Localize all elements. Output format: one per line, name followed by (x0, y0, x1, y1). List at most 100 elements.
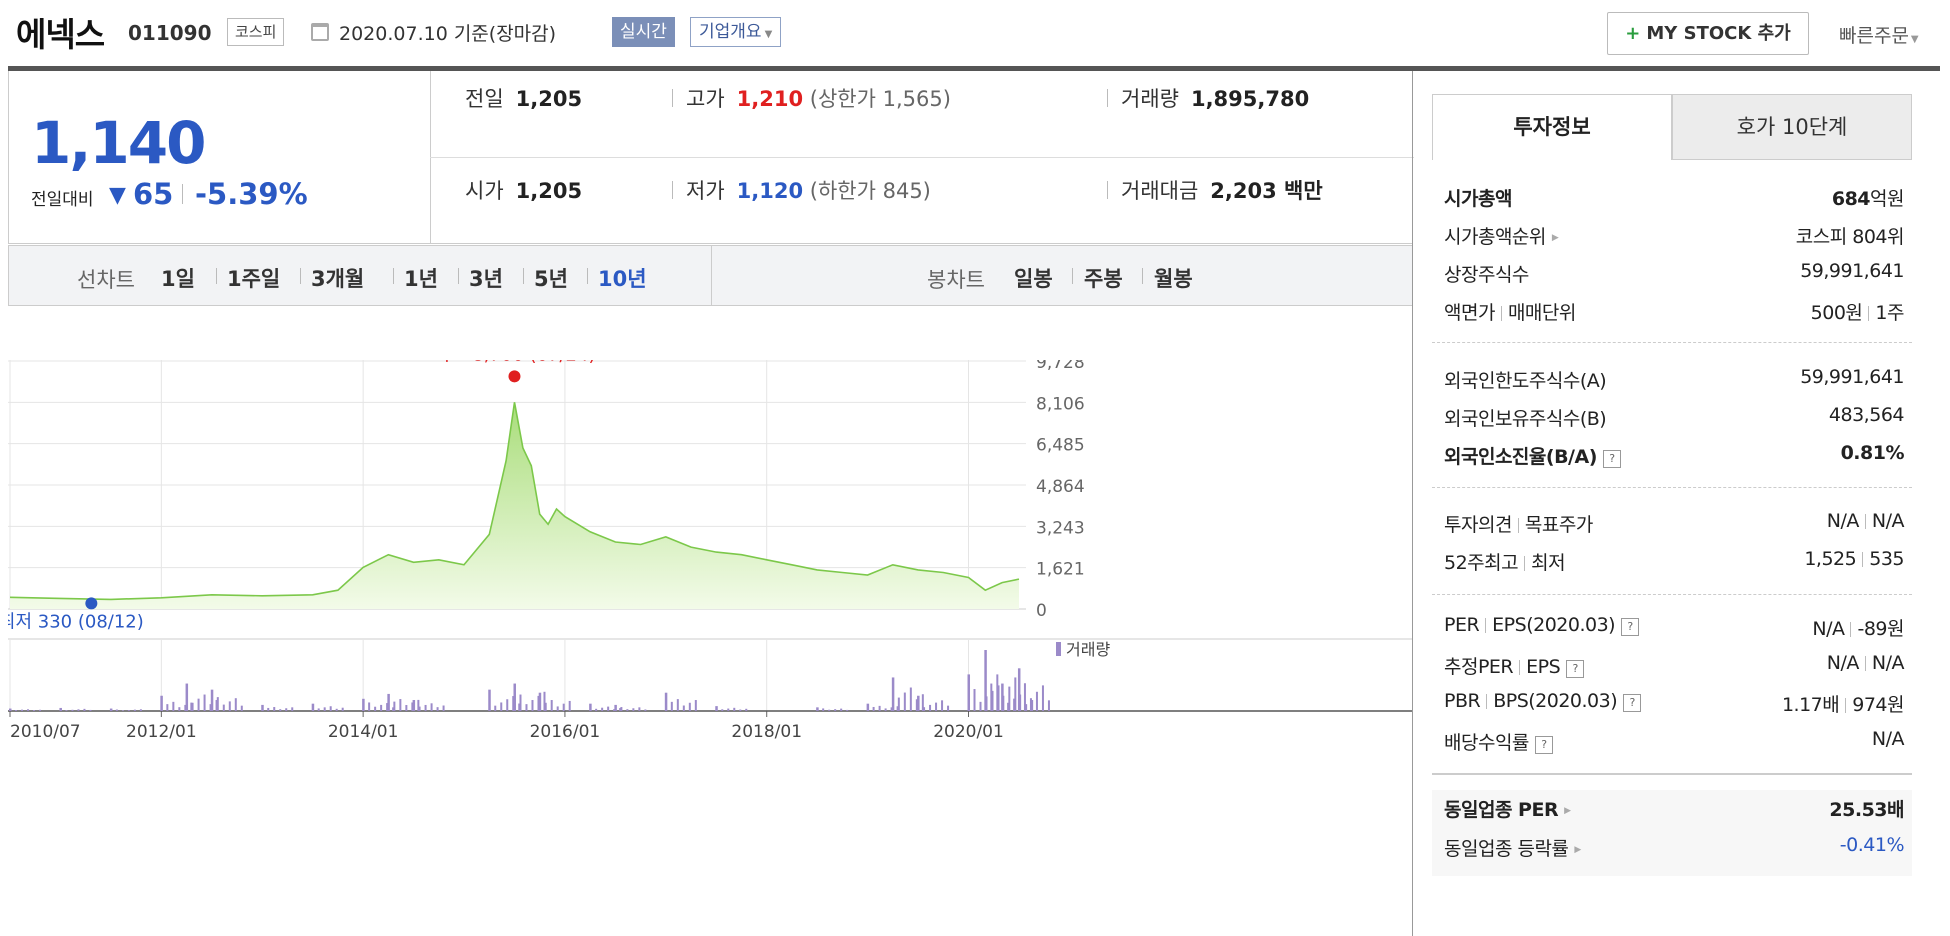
opinion-value: N/A (1826, 510, 1860, 532)
foreign-hold-value: 483,564 (1828, 404, 1905, 426)
tab-weekly-candle[interactable]: 주봉 (1084, 267, 1123, 291)
shares-row: 상장주식수 59,991,641 (1444, 258, 1904, 288)
volume-bar (228, 701, 231, 711)
per-labels: PER EPS(2020.03)? (1444, 614, 1640, 636)
volume-bar (866, 703, 870, 711)
volume-bar (834, 709, 837, 711)
divider (1864, 514, 1866, 529)
company-overview-dropdown[interactable]: 기업개요 ▼ (690, 17, 782, 47)
y-tick-label: 4,864 (1036, 477, 1085, 497)
volume-bar (664, 692, 668, 711)
volume-bar (840, 708, 843, 711)
cap-rank-value: 코스피 804위 (1795, 226, 1905, 248)
foreign-limit-label: 외국인한도주식수(A) (1444, 370, 1607, 392)
volume-bar (979, 701, 982, 711)
divider (1850, 622, 1852, 637)
volume-bar (139, 709, 142, 711)
volume-bar (203, 694, 206, 711)
high-marker (508, 370, 521, 383)
tab-3month[interactable]: 3개월 (311, 267, 365, 291)
tab-5year[interactable]: 5년 (534, 267, 568, 291)
industry-change-row[interactable]: 동일업종 등락률 ▶ -0.41% (1444, 832, 1905, 862)
volume-bar (996, 674, 999, 711)
volume-bar (234, 698, 237, 711)
volume-bar (59, 707, 62, 711)
volume-bar (329, 706, 332, 711)
volume-bar (430, 703, 433, 711)
realtime-button[interactable]: 실시간 (612, 17, 675, 47)
tab-monthly-candle[interactable]: 월봉 (1154, 267, 1193, 291)
open-value: 1,205 (515, 179, 583, 203)
volume-bar (323, 707, 326, 711)
foreign-ratio-row: 외국인소진율(B/A)? 0.81% (1444, 440, 1905, 470)
dividend-label-wrap: 배당수익률? (1444, 728, 1553, 755)
volume-bar (538, 692, 542, 711)
shares-label: 상장주식수 (1444, 264, 1529, 286)
volume-bar (537, 695, 540, 711)
cap-rank-row[interactable]: 시가총액순위 ▶ 코스피 804위 (1444, 220, 1905, 250)
volume-bar (341, 707, 344, 711)
help-icon[interactable]: ? (1602, 450, 1621, 468)
eps-label: EPS(2020.03) (1492, 614, 1616, 636)
help-icon[interactable]: ? (1566, 660, 1585, 678)
x-tick-label: 2010/07 (10, 722, 81, 742)
tab-daily-candle[interactable]: 일봉 (1014, 267, 1053, 291)
divider (1107, 181, 1108, 199)
volume-bar (531, 700, 534, 711)
price-chart[interactable]: 9,728 8,106 6,485 4,864 3,243 1,621 0 2010/07 20… (0, 344, 1413, 936)
tab-10year[interactable]: 10년 (598, 267, 647, 291)
volume-bar (488, 689, 491, 711)
tab-orderbook-10[interactable]: 호가 10단계 (1672, 94, 1912, 160)
volume-bar (733, 707, 736, 711)
industry-per-row[interactable]: 동일업종 PER ▶ 25.53배 (1444, 793, 1904, 823)
chevron-right-icon: ▶ (1574, 844, 1581, 855)
current-price: 1,140 (31, 109, 206, 177)
help-icon[interactable]: ? (1534, 736, 1553, 754)
volume-bar (222, 704, 225, 711)
divider (1868, 306, 1870, 321)
volume-bar (27, 709, 29, 711)
volume-bar (311, 703, 315, 711)
pbr-values: 1.17배 974원 (1782, 690, 1905, 717)
tab-1year[interactable]: 1년 (404, 267, 438, 291)
volume-bar (997, 685, 1000, 711)
volume-value: 1,895,780 (1190, 87, 1310, 111)
volume-bar (589, 703, 592, 711)
volume-bar (33, 710, 35, 711)
week52-values: 1,525 535 (1804, 548, 1904, 570)
week52-low-value: 535 (1869, 548, 1904, 570)
market-cap-row: 시가총액 684억원 (1444, 182, 1904, 212)
y-tick-label: 0 (1036, 601, 1047, 621)
high-cell: 고가 1,210 (상한가 1,565) (686, 83, 951, 113)
tab-1week[interactable]: 1주일 (227, 267, 281, 291)
volume-bar (273, 707, 276, 711)
opinion-row: 투자의견 목표주가 N/A N/A (1444, 508, 1905, 538)
help-icon[interactable]: ? (1623, 694, 1642, 712)
volume-bar (215, 700, 218, 711)
tab-investment-info[interactable]: 투자정보 (1432, 94, 1672, 160)
volume-bar (921, 694, 924, 711)
divider (1517, 518, 1519, 533)
add-mystock-button[interactable]: + MY STOCK 추가 (1607, 12, 1809, 55)
bps-value: 974원 (1852, 694, 1904, 716)
industry-change-value: -0.41% (1839, 834, 1905, 856)
divider (1864, 656, 1866, 671)
divider (1862, 552, 1864, 567)
divider (1412, 71, 1413, 936)
quick-order-dropdown[interactable]: 빠른주문 ▼ (1839, 21, 1919, 48)
high-value: 1,210 (736, 87, 804, 111)
help-icon[interactable]: ? (1621, 618, 1640, 636)
foreign-ratio-label: 외국인소진율(B/A) (1444, 446, 1597, 468)
volume-bar (411, 702, 414, 711)
y-tick-label: 1,621 (1036, 560, 1085, 580)
volume-bar (601, 707, 604, 711)
est-eps-value: N/A (1871, 652, 1905, 674)
eps-value: -89원 (1857, 618, 1904, 640)
tab-1day[interactable]: 1일 (161, 267, 195, 291)
header-divider (8, 66, 1940, 71)
opinion-values: N/A N/A (1826, 510, 1905, 532)
volume-bar (393, 701, 396, 711)
tab-3year[interactable]: 3년 (469, 267, 503, 291)
per-value: N/A (1812, 618, 1845, 640)
volume-bar (15, 710, 17, 711)
